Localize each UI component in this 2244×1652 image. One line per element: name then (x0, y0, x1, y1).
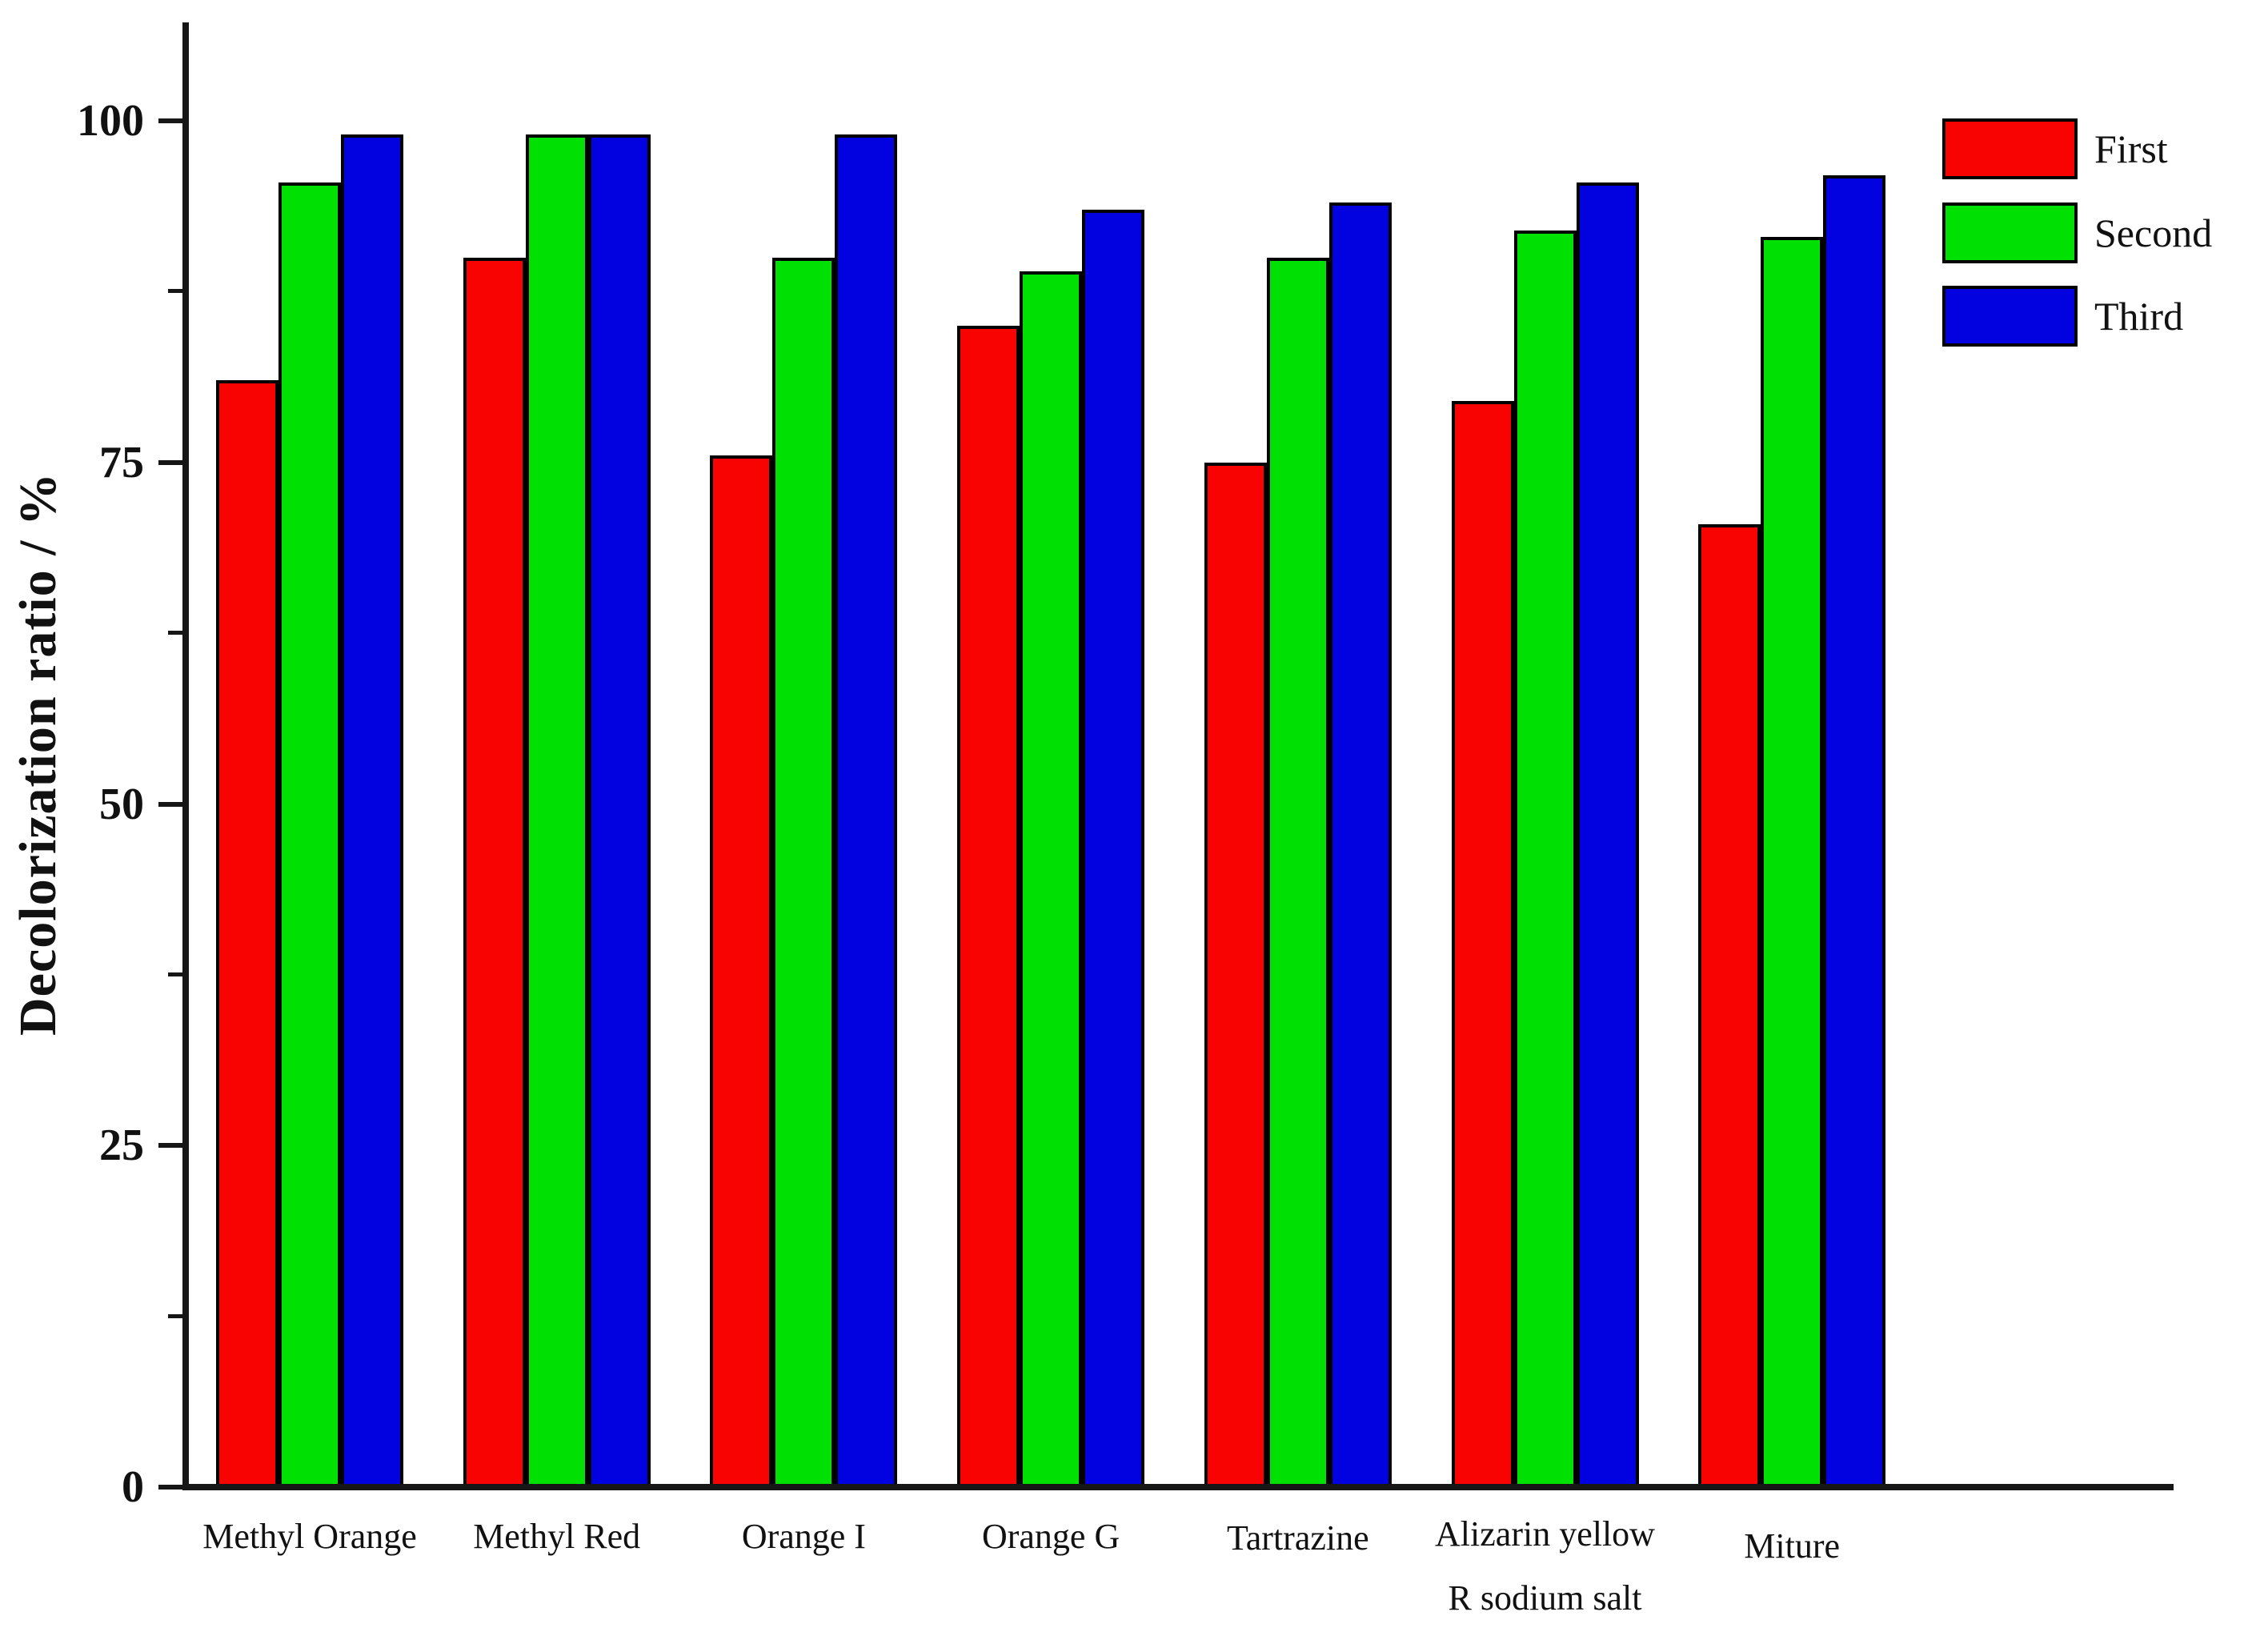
y-major-tick (158, 801, 182, 807)
bar-third-orange-g (1082, 209, 1145, 1490)
y-minor-tick (168, 289, 182, 294)
x-tick-label-orange-g: Orange G (843, 1505, 1259, 1569)
legend-swatch-first (1942, 118, 2078, 179)
x-tick-label-methyl-orange: Methyl Orange (102, 1505, 518, 1569)
x-tick-label-methyl-red: Methyl Red (349, 1505, 765, 1569)
bar-second-orange-g (1020, 271, 1083, 1490)
legend-swatch-second (1942, 202, 2078, 263)
bar-third-alizarin-yellow (1576, 182, 1639, 1490)
legend-swatch-third (1942, 286, 2078, 347)
bar-first-miture (1698, 523, 1761, 1490)
y-minor-tick (168, 631, 182, 636)
x-tick-label-miture: Miture (1584, 1514, 2000, 1578)
y-major-tick (158, 118, 182, 123)
y-minor-tick (168, 972, 182, 976)
y-tick-label: 50 (99, 779, 144, 829)
legend-label-third: Third (2094, 294, 2184, 339)
y-axis-spine (182, 22, 189, 1490)
x-tick-label-line: Tartrazine (1226, 1518, 1369, 1558)
y-major-tick (158, 1485, 182, 1490)
x-tick-label-line: Miture (1744, 1526, 1841, 1566)
x-tick-label-tartrazine: Tartrazine (1090, 1506, 1506, 1570)
bar-first-orange-i (710, 455, 773, 1490)
x-tick-label-line: Orange I (741, 1517, 866, 1556)
y-major-tick (158, 1143, 182, 1149)
bar-second-tartrazine (1266, 257, 1329, 1490)
bar-third-miture (1823, 175, 1886, 1490)
bar-first-tartrazine (1204, 462, 1267, 1490)
bar-second-methyl-orange (278, 182, 341, 1490)
y-tick-label: 25 (99, 1121, 144, 1171)
bar-second-alizarin-yellow (1513, 230, 1577, 1490)
x-tick-label-line: Methyl Red (473, 1517, 641, 1556)
bar-third-orange-i (835, 134, 898, 1490)
y-minor-tick (168, 1313, 182, 1318)
bar-third-methyl-orange (341, 134, 403, 1490)
x-tick-label-line: R sodium salt (1448, 1578, 1642, 1618)
x-tick-label-alizarin-yellow: Alizarin yellow R sodium salt (1337, 1502, 1753, 1630)
bar-second-methyl-red (525, 134, 588, 1490)
bar-second-orange-i (772, 257, 835, 1490)
x-tick-label-line: Alizarin yellow (1435, 1514, 1655, 1554)
x-tick-label-orange-i: Orange I (595, 1505, 1012, 1569)
legend-label-second: Second (2094, 210, 2213, 255)
y-tick-label: 75 (99, 437, 144, 487)
bar-third-methyl-red (587, 134, 651, 1490)
y-major-tick (158, 459, 182, 465)
x-axis-line (182, 1484, 2174, 1490)
x-tick-label-line: Methyl Orange (202, 1517, 417, 1556)
bar-first-orange-g (957, 326, 1020, 1490)
bar-first-methyl-red (463, 257, 526, 1490)
bar-first-methyl-orange (216, 380, 278, 1490)
bar-first-alizarin-yellow (1451, 400, 1514, 1490)
bar-third-tartrazine (1328, 202, 1392, 1490)
x-tick-label-line: Orange G (981, 1517, 1120, 1556)
bar-second-miture (1761, 237, 1824, 1490)
y-tick-label: 0 (122, 1462, 144, 1512)
legend-label-first: First (2094, 126, 2168, 171)
y-tick-label: 100 (77, 96, 144, 146)
